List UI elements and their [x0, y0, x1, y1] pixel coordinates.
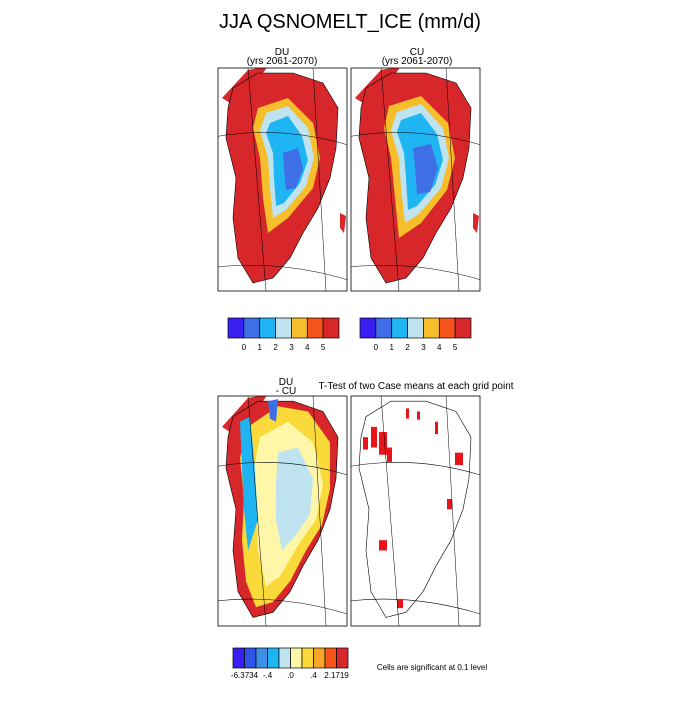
colorbar-box	[278, 647, 291, 669]
map-panel	[217, 395, 348, 627]
colorbar-label: 1	[389, 343, 394, 352]
colorbar-box	[255, 647, 268, 669]
cell	[435, 421, 438, 435]
colorbar: -6.3734 -.4 .0 .4 2.1719	[231, 647, 349, 680]
cell	[379, 432, 387, 455]
graticule	[351, 396, 480, 626]
note: Cells are significant at 0.1 level	[377, 663, 488, 672]
colorbar-box	[227, 317, 245, 339]
colorbar-box	[322, 317, 340, 339]
map-panel	[217, 67, 348, 292]
panel-frame	[217, 67, 348, 292]
colorbar-box	[359, 317, 377, 339]
significant-cells	[363, 408, 463, 609]
panel-frame	[350, 67, 481, 292]
colorbar: 0 1 2 3 4 5	[359, 317, 472, 352]
colorbar-box	[259, 317, 276, 339]
land	[473, 213, 479, 233]
cell	[371, 426, 377, 448]
cell	[379, 540, 387, 551]
diff-zone	[240, 416, 258, 551]
panel-title: DU	[275, 47, 289, 58]
colorbar-box	[313, 647, 326, 669]
map-panel	[350, 67, 481, 292]
cell	[363, 437, 368, 450]
panel-title: CU	[410, 47, 424, 58]
colorbar-label: 5	[321, 343, 326, 352]
colorbar-label: 5	[453, 343, 458, 352]
colorbar-label: 0	[374, 343, 379, 352]
colorbar-label: 2	[405, 343, 410, 352]
cell	[397, 599, 403, 609]
colorbar-box	[391, 317, 408, 339]
colorbar-box	[275, 317, 292, 339]
melt-zone	[413, 144, 438, 194]
panel-frame	[350, 395, 481, 627]
diff-zone	[268, 399, 278, 422]
colorbar-box	[454, 317, 472, 339]
colorbar-box	[324, 647, 337, 669]
panel-frame	[217, 395, 348, 627]
colorbar-label: .4	[310, 671, 317, 680]
graticule	[218, 396, 347, 626]
colorbar-label: 2.1719	[324, 671, 349, 680]
diff-zone	[276, 447, 313, 551]
panel-title: T-Test of two Case means at each grid po…	[318, 381, 513, 392]
map-panel	[350, 395, 481, 627]
colorbar-label: 4	[305, 343, 310, 352]
colorbar-box	[423, 317, 440, 339]
colorbar-label: 1	[257, 343, 262, 352]
colorbar: 0 1 2 3 4 5	[227, 317, 340, 352]
colorbar-box	[301, 647, 314, 669]
colorbar-box	[306, 317, 324, 339]
colorbar-box	[267, 647, 280, 669]
colorbar-label: 4	[437, 343, 442, 352]
cell	[417, 411, 420, 420]
graticule	[351, 68, 480, 291]
cell	[455, 452, 463, 466]
colorbar-box	[438, 317, 456, 339]
colorbar-box	[291, 317, 308, 339]
colorbar-label: 2	[273, 343, 278, 352]
colorbar-box	[232, 647, 245, 669]
colorbar-label: 3	[421, 343, 426, 352]
panel-subtitle: (yrs 2061-2070)	[382, 56, 453, 67]
cell	[406, 408, 409, 419]
graticule	[218, 68, 347, 291]
colorbar-label: -.4	[263, 671, 273, 680]
colorbar-box	[243, 317, 261, 339]
melt-zone	[283, 148, 303, 190]
cell	[447, 499, 452, 510]
colorbar-label: 0	[242, 343, 247, 352]
figure-title: JJA QSNOMELT_ICE (mm/d)	[219, 11, 481, 33]
colorbar-label: -6.3734	[231, 671, 259, 680]
colorbar-label: .0	[287, 671, 294, 680]
colorbars: 0 1 2 3 4 5 0 1 2 3 4 5 -6.3734 -.4 .0 .4 2.1719	[227, 317, 472, 680]
colorbar-label: 3	[289, 343, 294, 352]
colorbar-box	[290, 647, 303, 669]
cell	[387, 447, 392, 462]
colorbar-box	[407, 317, 424, 339]
panel-subtitle: - CU	[276, 386, 297, 397]
panel-subtitle: (yrs 2061-2070)	[247, 56, 318, 67]
panel-title: DU	[279, 377, 293, 388]
colorbar-box	[375, 317, 393, 339]
colorbar-box	[244, 647, 257, 669]
land	[340, 213, 346, 233]
colorbar-box	[336, 647, 349, 669]
